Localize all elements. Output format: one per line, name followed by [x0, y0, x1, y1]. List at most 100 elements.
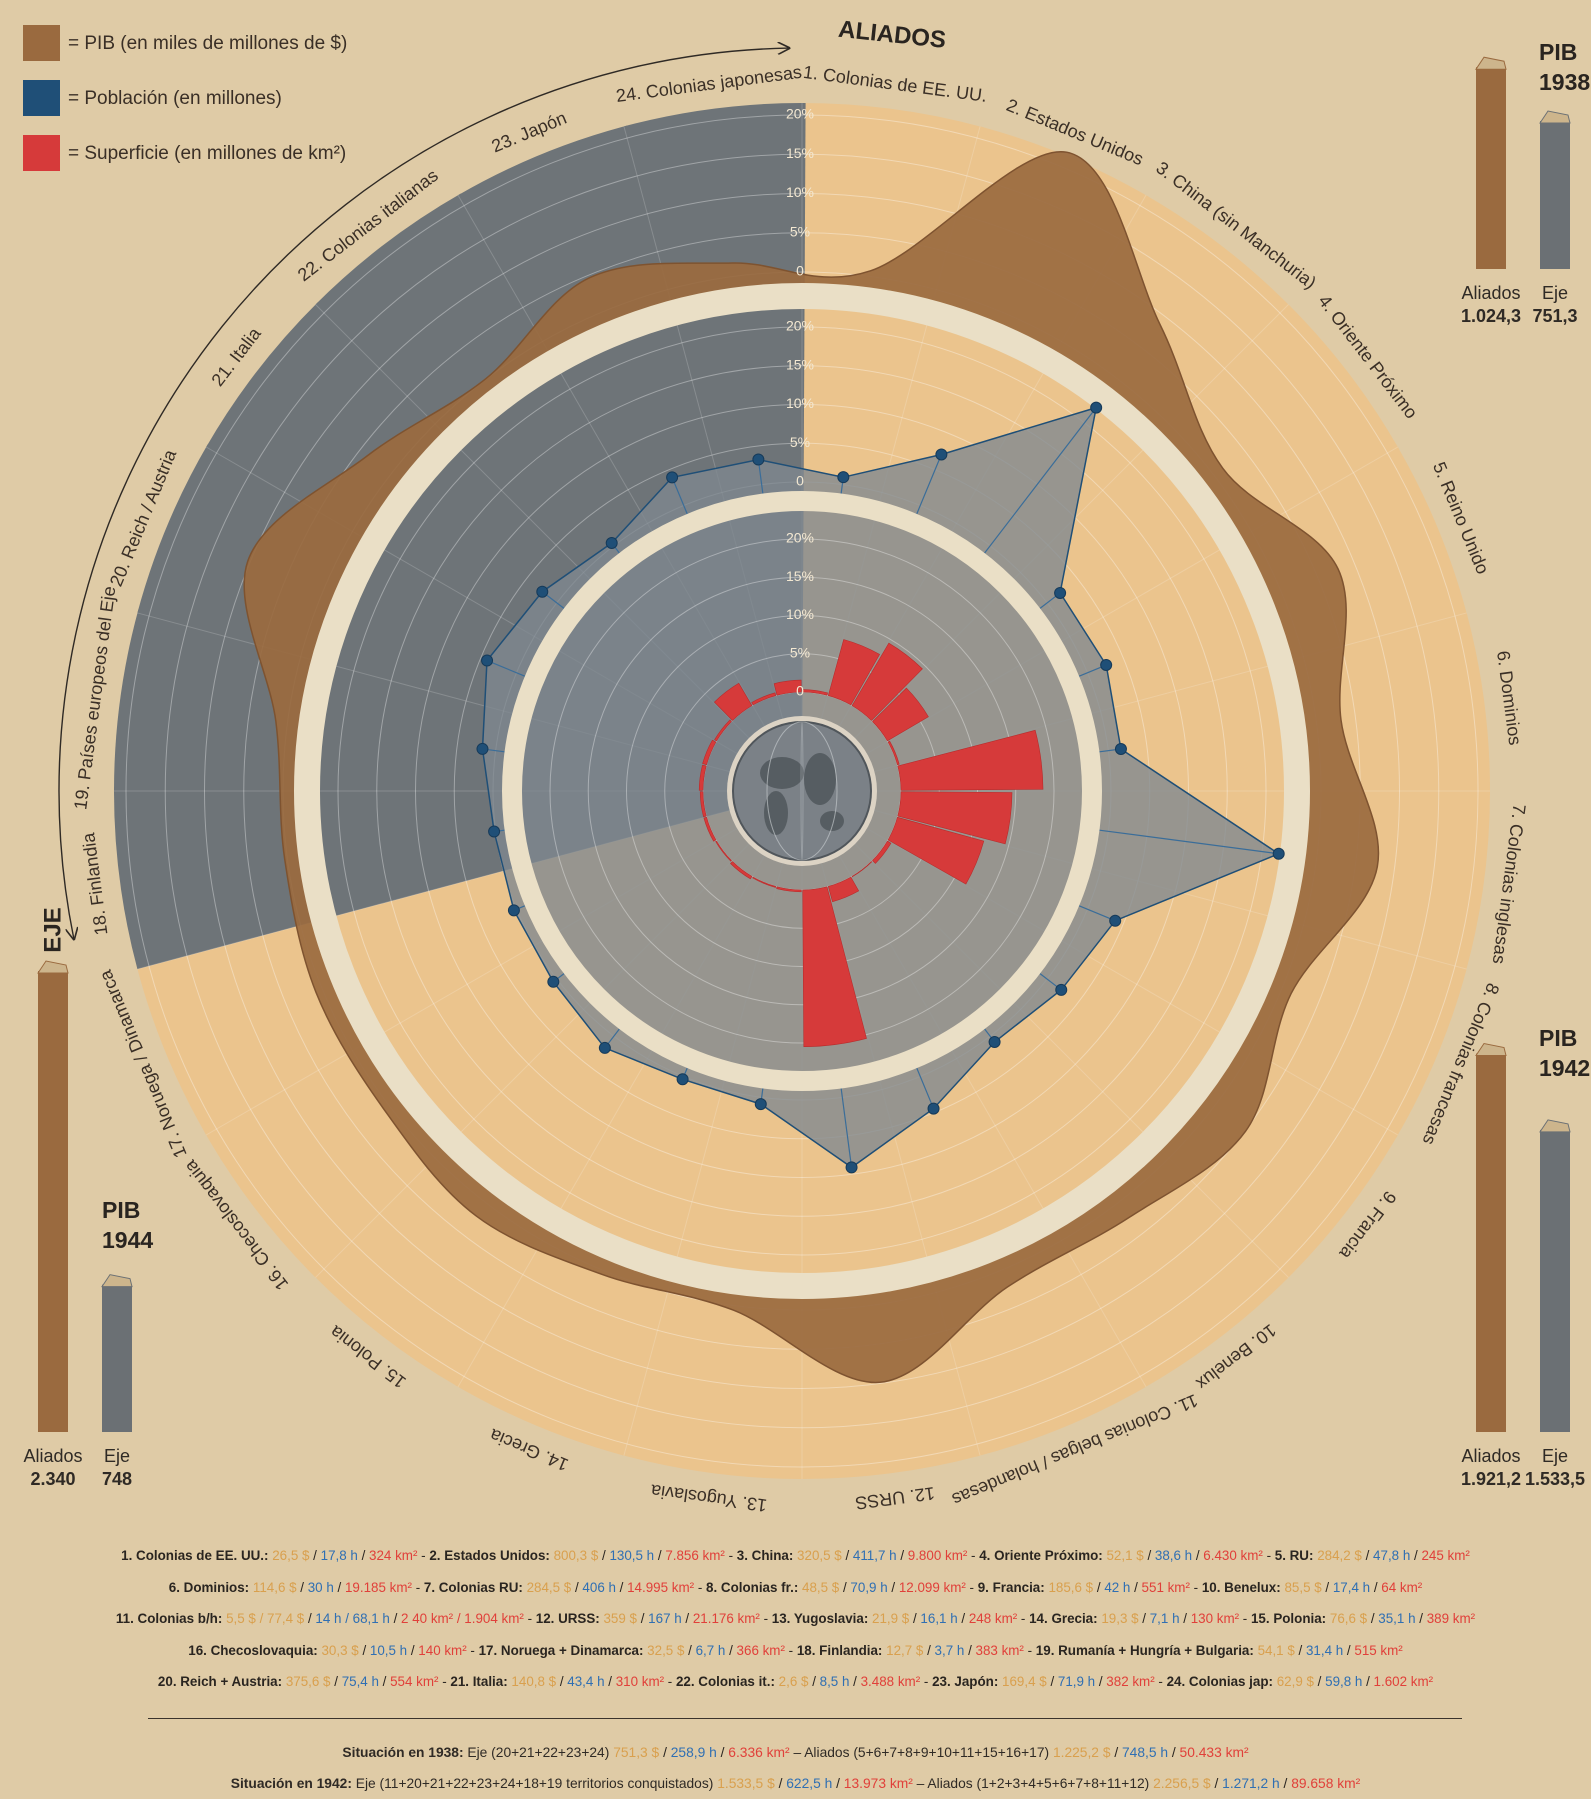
- footnote-item: 18. Finlandia:12,7 $3,7 h383 km²: [785, 1643, 1024, 1658]
- population-point: [845, 1161, 858, 1174]
- situations: Situación en 1938: Eje (20+21+22+23+24) 75…: [0, 1737, 1591, 1799]
- population-point: [988, 1035, 1001, 1048]
- population-value: 75,4 h: [331, 1674, 379, 1689]
- territory-name: 8. Colonias fr.:: [706, 1579, 799, 1595]
- population-spoke: [916, 1067, 935, 1109]
- footnote-item: 2. Estados Unidos:800,3 $130,5 h7.856 km…: [417, 1548, 724, 1563]
- population-value: 130,5 h: [598, 1548, 654, 1563]
- footnote-item: 1. Colonias de EE. UU.:26,5 $17,8 h324 k…: [121, 1548, 417, 1563]
- bar-category: Eje: [1542, 283, 1568, 303]
- category-label: 13. Yugoslavia: [649, 1480, 768, 1515]
- r-tick-label: 0: [796, 263, 804, 279]
- footnote-item: 24. Colonias jap:62,9 $59,8 h1.602 km²: [1155, 1674, 1433, 1689]
- allies-value: 50.433 km²: [1168, 1745, 1249, 1760]
- territory-name: 16. Checoslovaquia:: [188, 1642, 318, 1658]
- area-value: 310 km²: [605, 1674, 665, 1689]
- population-value: 71,9 h: [1047, 1674, 1095, 1689]
- area-bar: [897, 729, 1044, 791]
- category-label: 6. Dominios: [1493, 650, 1525, 747]
- bar-category: Aliados: [1461, 283, 1520, 303]
- axis-value: 6.336 km²: [717, 1745, 790, 1760]
- footnote-item: 3. China:320,5 $411,7 h9.800 km²: [725, 1548, 967, 1563]
- population-value: 38,6 h: [1144, 1548, 1192, 1563]
- footnote-item: 23. Japón:169,4 $71,9 h382 km²: [920, 1674, 1155, 1689]
- area-value: 248 km²: [958, 1611, 1018, 1626]
- area-value: 7.856 km²: [654, 1548, 725, 1563]
- footnote-item: 10. Benelux:85,5 $17,4 h64 km²: [1190, 1580, 1422, 1595]
- allies-group: Aliados (1+2+3+4+5+6+7+8+11+12): [913, 1776, 1149, 1791]
- population-spoke: [840, 1088, 853, 1168]
- population-point: [481, 654, 494, 667]
- bar-title: PIB: [1539, 1025, 1577, 1051]
- gdp-value: 32,5 $: [647, 1642, 685, 1658]
- legend-swatch: [23, 135, 60, 171]
- population-spoke: [1099, 829, 1279, 855]
- population-value: 42 h: [1093, 1580, 1130, 1595]
- bar-value: 748: [102, 1469, 132, 1489]
- gdp-value: 5,5 $ / 77,4 $: [226, 1611, 305, 1626]
- group-arrow: [58, 48, 789, 939]
- population-value: 167 h: [637, 1611, 682, 1626]
- population-point: [676, 1073, 689, 1086]
- territory-name: 1. Colonias de EE. UU.:: [121, 1548, 269, 1563]
- area-value: 19.185 km²: [334, 1580, 412, 1595]
- population-spoke: [916, 454, 942, 515]
- population-value: 17,8 h: [309, 1548, 357, 1563]
- bar-cap: [101, 1274, 133, 1288]
- territory-name: 22. Colonias it.:: [675, 1674, 775, 1689]
- gdp-value: 21,9 $: [872, 1611, 910, 1626]
- gdp-value: 54,1 $: [1257, 1642, 1295, 1658]
- r-tick-label: 10%: [786, 606, 814, 622]
- area-value: 382 km²: [1095, 1674, 1155, 1689]
- gdp-value: 800,3 $: [553, 1548, 599, 1563]
- area-bar: [887, 740, 900, 766]
- footnote-row: 6. Dominios:114,6 $30 h19.185 km²7. Colo…: [0, 1572, 1591, 1604]
- population-point: [837, 471, 850, 484]
- area-value: 21.176 km²: [682, 1611, 760, 1626]
- area-value: 245 km²: [1410, 1548, 1470, 1563]
- category-label: 24. Colonias japonesas: [615, 62, 803, 106]
- area-value: 515 km²: [1343, 1643, 1403, 1658]
- territory-name: 3. China:: [736, 1548, 794, 1563]
- bar-subtitle: 1942: [1539, 1055, 1590, 1081]
- population-value: 14 h / 68,1 h: [304, 1611, 390, 1626]
- footnote-row: 16. Checoslovaquia:30,3 $10,5 h140 km² 17…: [0, 1635, 1591, 1667]
- gdp-value: 85,5 $: [1284, 1579, 1322, 1595]
- situation-label: Situación en 1942:: [230, 1776, 352, 1791]
- bar-category: Aliados: [1461, 1446, 1520, 1466]
- globe-land: [760, 757, 804, 789]
- territory-name: 15. Polonia:: [1250, 1611, 1327, 1626]
- territory-name: 17. Noruega + Dinamarca:: [478, 1642, 644, 1658]
- area-value: 366 km²: [725, 1643, 785, 1658]
- gdp-value: 12,7 $: [886, 1642, 924, 1658]
- gdp-value: 19,3 $: [1101, 1611, 1139, 1626]
- r-tick-label: 15%: [786, 145, 814, 161]
- population-value: 411,7 h: [842, 1548, 897, 1563]
- territory-name: 19. Rumanía + Hungría + Bulgaria:: [1035, 1642, 1254, 1658]
- situation-row: Situación en 1942: Eje (11+20+21+22+23+24…: [0, 1768, 1591, 1799]
- footnote-item: 13. Yugoslavia:21,9 $16,1 h248 km²: [760, 1611, 1017, 1626]
- allies-value: 89.658 km²: [1280, 1776, 1361, 1791]
- axis-value: 13.973 km²: [832, 1776, 913, 1791]
- group-label: ALIADOS: [837, 16, 947, 54]
- footnote-item: 7. Colonias RU:284,5 $406 h14.995 km²: [412, 1580, 694, 1595]
- footnote-item: 8. Colonias fr.:48,5 $70,9 h12.099 km²: [694, 1580, 966, 1595]
- allies-group: Aliados (5+6+7+8+9+10+11+15+16+17): [790, 1745, 1049, 1760]
- footnote-row: 1. Colonias de EE. UU.:26,5 $17,8 h324 k…: [0, 1540, 1591, 1572]
- footnote-item: 15. Polonia:76,6 $35,1 h389 km²: [1239, 1611, 1475, 1626]
- area-bar: [827, 639, 881, 706]
- footnote-item: 16. Checoslovaquia:30,3 $10,5 h140 km²: [188, 1643, 466, 1658]
- area-bar: [872, 840, 892, 864]
- footnote-item: 22. Colonias it.:2,6 $8,5 h3.488 km²: [664, 1674, 920, 1689]
- population-point: [1055, 983, 1068, 996]
- gdp-value: 30,3 $: [321, 1642, 359, 1658]
- territory-name: 18. Finlandia:: [796, 1642, 883, 1658]
- globe-meridian: [800, 721, 804, 861]
- population-value: 7,1 h: [1139, 1611, 1180, 1626]
- r-tick-label: 20%: [786, 318, 814, 334]
- axis-group: Eje (11+20+21+22+23+24+18+19 territorios…: [355, 1776, 714, 1791]
- population-point: [1090, 401, 1103, 414]
- globe: [732, 721, 872, 861]
- territory-name: 7. Colonias RU:: [423, 1579, 523, 1595]
- bar-cap: [1539, 1119, 1571, 1133]
